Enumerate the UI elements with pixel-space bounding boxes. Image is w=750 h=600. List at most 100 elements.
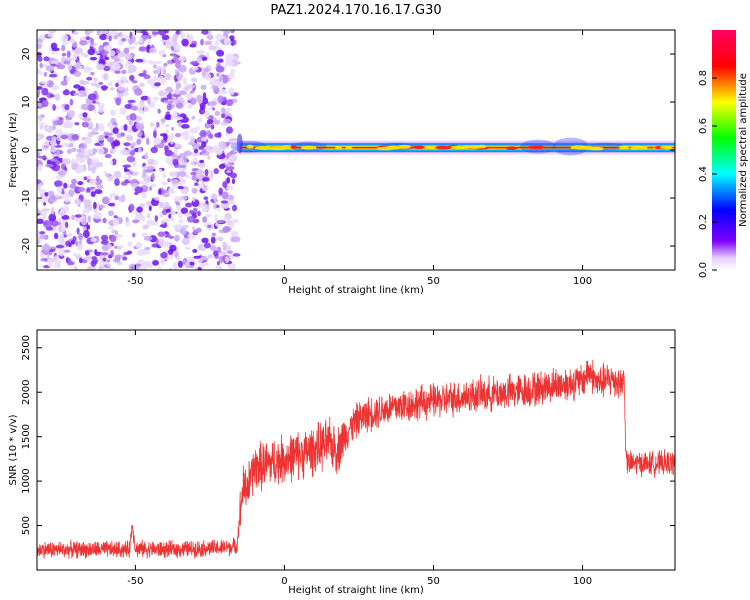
noise-speckle	[210, 171, 214, 180]
noise-speckle	[187, 141, 196, 146]
noise-speckle	[160, 252, 168, 259]
noise-speckle	[225, 107, 232, 112]
noise-speckle	[168, 235, 175, 239]
noise-speckle	[104, 66, 111, 70]
colorbar-tick-label: 0.4	[698, 166, 709, 182]
noise-speckle	[164, 90, 169, 96]
noise-speckle	[83, 230, 90, 239]
signal-hotspot	[527, 145, 545, 150]
noise-speckle	[222, 79, 228, 84]
noise-speckle	[171, 178, 180, 185]
noise-speckle	[84, 250, 90, 256]
noise-speckle	[104, 56, 110, 61]
noise-speckle	[158, 237, 163, 243]
noise-speckle	[157, 108, 161, 114]
noise-speckle	[220, 200, 229, 204]
noise-speckle	[164, 149, 173, 157]
noise-speckle	[178, 211, 183, 219]
noise-speckle	[152, 220, 159, 226]
noise-speckle	[114, 195, 120, 201]
noise-speckle	[204, 40, 212, 46]
noise-speckle	[130, 182, 140, 188]
noise-speckle	[217, 46, 223, 51]
noise-speckle	[80, 103, 89, 111]
noise-speckle	[114, 70, 121, 74]
noise-speckle	[53, 255, 60, 262]
noise-speckle	[132, 219, 140, 224]
noise-speckle	[124, 104, 132, 109]
noise-speckle	[93, 77, 98, 82]
noise-speckle	[203, 204, 211, 211]
noise-speckle	[200, 84, 207, 90]
noise-speckle	[184, 130, 190, 138]
noise-speckle	[132, 232, 136, 238]
noise-speckle	[114, 230, 119, 236]
noise-speckle	[99, 34, 108, 41]
noise-speckle	[77, 186, 86, 193]
noise-speckle	[64, 221, 69, 228]
noise-speckle	[49, 94, 55, 98]
noise-speckle	[100, 234, 109, 241]
noise-speckle	[216, 49, 225, 57]
noise-speckle	[80, 52, 85, 57]
noise-speckle	[115, 97, 122, 106]
noise-speckle	[58, 248, 65, 257]
noise-speckle	[159, 224, 167, 228]
noise-speckle	[149, 184, 158, 187]
noise-speckle	[37, 236, 41, 244]
noise-speckle	[75, 62, 81, 70]
noise-speckle	[152, 243, 160, 248]
noise-speckle	[70, 240, 76, 245]
noise-speckle	[173, 196, 181, 201]
noise-speckle	[165, 124, 170, 128]
noise-speckle	[87, 215, 92, 223]
noise-speckle	[172, 110, 178, 119]
noise-speckle	[207, 254, 214, 259]
noise-speckle	[191, 116, 196, 120]
noise-speckle	[158, 265, 162, 270]
noise-speckle	[63, 60, 71, 65]
noise-speckle	[54, 93, 61, 101]
noise-speckle	[41, 244, 51, 253]
noise-speckle	[206, 119, 214, 125]
noise-speckle	[158, 188, 162, 195]
noise-speckle	[37, 183, 41, 191]
noise-speckle	[156, 121, 160, 128]
noise-speckle	[158, 30, 167, 36]
noise-speckle	[60, 238, 64, 247]
noise-speckle	[107, 243, 112, 250]
noise-speckle	[148, 205, 152, 212]
noise-speckle	[120, 132, 125, 137]
spectrogram-x-label: Height of straight line (km)	[288, 285, 424, 296]
noise-speckle	[39, 62, 43, 69]
noise-speckle	[125, 134, 134, 142]
noise-speckle	[47, 32, 54, 38]
noise-speckle	[222, 241, 228, 249]
noise-speckle	[63, 205, 69, 213]
noise-speckle	[158, 75, 164, 80]
noise-speckle	[226, 250, 233, 254]
noise-speckle	[49, 102, 53, 106]
noise-speckle	[180, 228, 187, 235]
noise-speckle	[177, 254, 181, 261]
noise-speckle	[40, 195, 48, 204]
noise-speckle	[112, 219, 119, 226]
noise-speckle	[181, 237, 190, 246]
noise-speckle	[87, 175, 91, 179]
noise-speckle	[232, 253, 241, 257]
noise-speckle	[172, 33, 179, 40]
noise-speckle	[141, 35, 150, 39]
noise-speckle	[61, 215, 70, 220]
noise-speckle	[104, 132, 114, 136]
noise-speckle	[100, 30, 109, 34]
noise-speckle	[189, 209, 194, 214]
noise-speckle	[191, 66, 199, 71]
noise-speckle	[37, 86, 43, 90]
noise-speckle	[98, 266, 104, 270]
noise-speckle	[93, 211, 102, 220]
noise-speckle	[210, 124, 215, 130]
noise-speckle	[126, 156, 136, 163]
noise-speckle	[43, 71, 48, 77]
noise-speckle	[75, 166, 83, 174]
noise-speckle	[77, 181, 84, 186]
